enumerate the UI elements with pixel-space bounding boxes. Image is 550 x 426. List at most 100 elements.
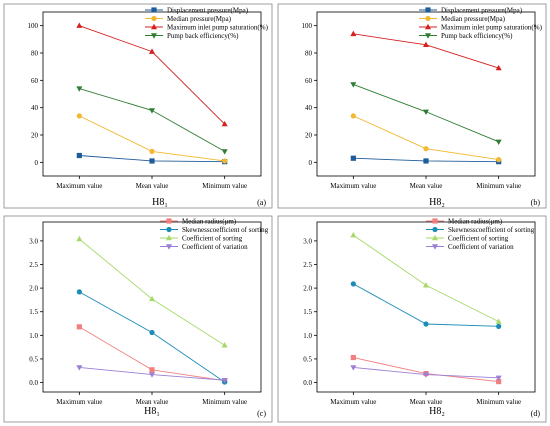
legend-swatch-marker-d-3: [432, 234, 438, 241]
data-point-b-3-2: [423, 41, 429, 47]
legend-b: Displacement pressure(Mpa)Median pressur…: [419, 7, 543, 40]
legend-swatch-marker-d-1: [432, 218, 438, 224]
legend-label-b-4: Pump back efficiency(%): [441, 32, 513, 40]
data-point-a-2-3: [222, 158, 228, 164]
data-point-d-1-3: [496, 379, 502, 385]
data-point-a-2-2: [149, 148, 155, 154]
y-tick-label-b: 0: [309, 159, 313, 167]
legend-swatch-marker-a-1: [151, 7, 157, 13]
series-line-a-2: [79, 115, 225, 162]
y-tick-label-d: 2.0: [303, 285, 312, 293]
legend-label-d-3: Coefficient of sorting: [448, 235, 509, 243]
chart-panel-c: 0.0 0.5 1.0 1.5 2.0 2.5 3.0 Maximum value Mean v…: [3, 215, 273, 423]
y-tick-label-d: 0.5: [303, 355, 312, 363]
data-point-a-4-3: [221, 149, 228, 155]
data-point-c-3-2: [149, 295, 155, 302]
x-axis-label-c: H8₁: [144, 406, 160, 417]
x-axis-label-d: H8₂: [429, 406, 445, 417]
legend-label-c-1: Median radius(μm): [182, 218, 237, 226]
legend-swatch-marker-a-2: [151, 15, 157, 22]
x-tick-label-c: Mean value: [136, 398, 169, 406]
y-tick-label-b: 60: [305, 77, 313, 85]
y-tick-label-b: 20: [305, 132, 313, 140]
data-point-c-4-2: [149, 372, 155, 378]
chart-panel-b: 0 20 40 60 80 100 Maximum value Mean value Minim…: [277, 3, 547, 209]
x-tick-label-d: Maximum value: [330, 398, 376, 406]
legend-label-c-4: Coefficient of variation: [182, 243, 248, 251]
x-tick-label-a: Minimum value: [202, 182, 247, 190]
legend-swatch-marker-b-3: [425, 23, 431, 30]
y-tick-label-c: 3.0: [29, 237, 38, 245]
x-tick-label-d: Mean value: [410, 398, 443, 406]
panel-label-b: (b): [531, 198, 541, 207]
data-point-d-1-1: [350, 354, 356, 361]
legend-swatch-marker-a-4: [151, 33, 157, 39]
data-point-b-3-1: [350, 30, 357, 37]
legend-a: Displacement pressure(Mpa)Median pressur…: [145, 7, 269, 40]
data-point-d-3-3: [495, 318, 502, 324]
x-tick-label-d: Minimum value: [476, 398, 521, 406]
legend-swatch-marker-c-2: [166, 226, 172, 233]
legend-label-a-3: Maximum inlet pump saturation(%): [167, 24, 269, 32]
data-point-d-4-3: [495, 375, 502, 382]
data-point-b-2-1: [350, 113, 356, 119]
y-tick-label-b: 40: [305, 104, 313, 112]
legend-label-c-3: Coefficient of sorting: [182, 235, 243, 243]
x-tick-label-a: Maximum value: [56, 182, 102, 190]
data-point-d-2-1: [350, 281, 356, 287]
data-point-d-4-1: [350, 365, 357, 371]
legend-label-b-3: Maximum inlet pump saturation(%): [441, 24, 543, 32]
data-point-b-3-3: [495, 64, 502, 71]
data-point-b-1-2: [423, 158, 429, 164]
data-point-c-2-1: [76, 289, 82, 295]
data-point-a-4-1: [76, 86, 83, 92]
data-point-c-4-3: [221, 377, 228, 384]
x-tick-label-c: Maximum value: [56, 398, 102, 406]
data-point-a-3-3: [221, 120, 228, 127]
legend-label-a-1: Displacement pressure(Mpa): [167, 7, 249, 15]
x-tick-label-b: Mean value: [410, 182, 443, 190]
panel-frame-b: [277, 3, 547, 209]
legend-swatch-marker-c-1: [166, 218, 172, 224]
y-tick-label-d: 2.5: [303, 261, 312, 269]
legend-swatch-marker-a-3: [151, 23, 157, 30]
x-axis-label-a: H8₁: [152, 197, 168, 208]
y-tick-label-c: 1.5: [29, 308, 38, 316]
data-point-a-1-2: [149, 158, 155, 164]
series-line-a-4: [79, 88, 225, 152]
data-point-d-2-3: [496, 323, 502, 329]
chart-panel-d: 0.0 0.5 1.0 1.5 2.0 2.5 3.0 Maximum value Mean v…: [277, 215, 547, 423]
y-tick-label-b: 100: [302, 22, 313, 30]
legend-swatch-marker-c-3: [166, 234, 172, 241]
data-point-a-2-1: [76, 113, 82, 119]
x-tick-label-b: Maximum value: [330, 182, 376, 190]
x-tick-label-a: Mean value: [136, 182, 169, 190]
series-line-c-3: [79, 238, 225, 346]
data-point-c-4-1: [76, 365, 83, 371]
y-tick-label-c: 0.0: [29, 379, 38, 387]
x-axis-label-b: H8₂: [429, 197, 445, 208]
legend-label-d-4: Coefficient of variation: [448, 243, 514, 251]
legend-swatch-marker-d-4: [432, 244, 438, 250]
legend-label-c-2: Skewnesscoefficient of sorting: [182, 226, 269, 234]
panel-label-a: (a): [257, 198, 266, 207]
y-tick-label-b: 80: [305, 50, 313, 58]
series-line-d-2: [353, 283, 499, 327]
data-point-a-1-1: [76, 152, 82, 159]
data-point-d-4-2: [423, 372, 429, 378]
data-point-b-1-1: [350, 155, 356, 161]
panel-frame-c: [3, 215, 273, 423]
legend-swatch-marker-c-4: [166, 244, 172, 250]
y-tick-label-d: 0.0: [303, 379, 312, 387]
data-point-b-4-2: [423, 109, 429, 115]
data-point-a-3-2: [149, 48, 155, 54]
data-point-a-4-2: [149, 108, 155, 114]
data-point-c-2-2: [149, 329, 155, 336]
y-tick-label-c: 0.5: [29, 355, 38, 363]
y-tick-label-a: 0: [35, 159, 39, 167]
legend-swatch-marker-d-2: [432, 226, 438, 233]
y-tick-label-a: 20: [31, 132, 39, 140]
y-tick-label-c: 2.5: [29, 261, 38, 269]
y-tick-label-d: 1.5: [303, 308, 312, 316]
